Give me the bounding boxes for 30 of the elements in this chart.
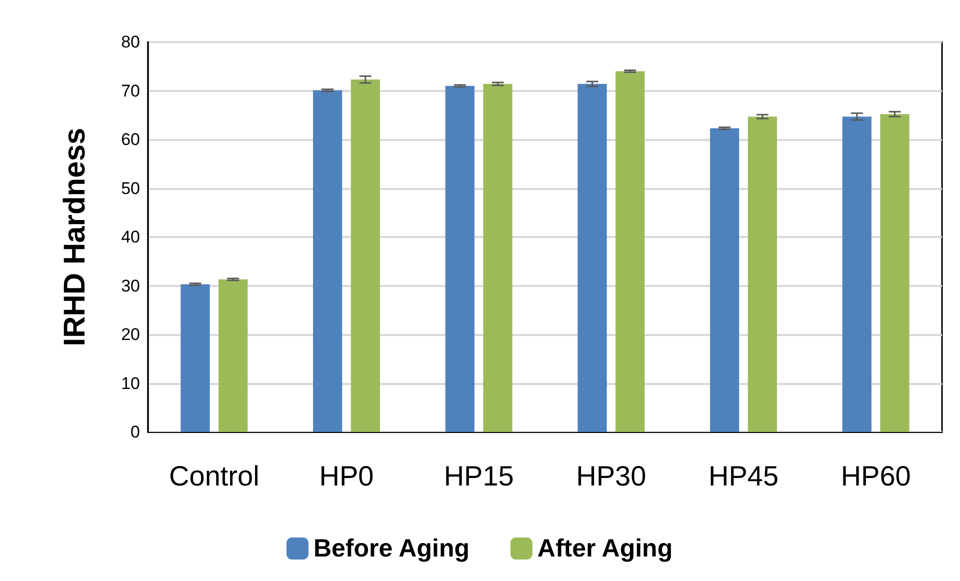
- y-tick-label: 30: [121, 276, 140, 296]
- bar: [842, 116, 872, 432]
- y-tick-label: 50: [121, 178, 140, 198]
- x-tick-label: HP0: [319, 460, 374, 492]
- x-tick-label: HP30: [576, 460, 646, 492]
- x-tick-label: HP45: [708, 460, 779, 492]
- bar: [616, 71, 645, 432]
- bar: [218, 279, 248, 432]
- bar: [313, 90, 342, 432]
- x-tick-label: HP15: [444, 460, 514, 492]
- bar: [350, 80, 380, 432]
- x-tick-label: HP60: [840, 460, 911, 492]
- legend-label: Before Aging: [313, 534, 470, 562]
- x-tick-label: Control: [169, 460, 260, 492]
- bar: [710, 128, 740, 432]
- bar: [578, 84, 607, 432]
- y-tick-label: 40: [121, 228, 140, 246]
- bar: [445, 86, 474, 432]
- y-axis-title: IRHD Hardness: [58, 128, 92, 346]
- legend-label: After Aging: [537, 534, 673, 562]
- y-tick-label: 0: [130, 422, 140, 442]
- y-tick-label: 70: [121, 81, 140, 100]
- y-tick-label: 20: [121, 325, 140, 344]
- bar: [748, 116, 777, 432]
- y-tick-label: 60: [121, 130, 140, 149]
- y-tick-label: 80: [121, 32, 140, 52]
- y-tick-label: 10: [121, 374, 140, 393]
- bar: [483, 84, 512, 432]
- bar: [180, 284, 210, 432]
- bar: [880, 114, 910, 432]
